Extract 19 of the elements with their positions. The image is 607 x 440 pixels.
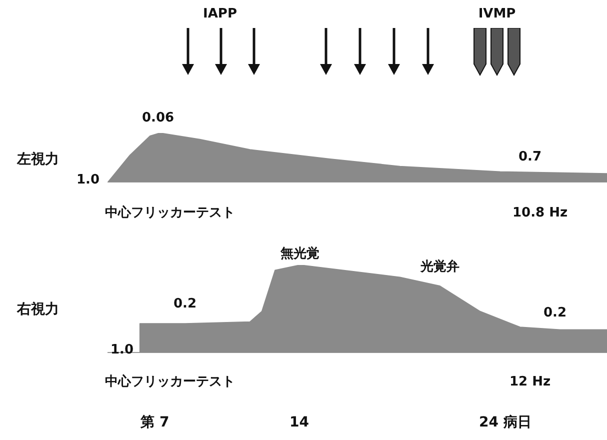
annotation: 0.2: [173, 296, 197, 312]
text: 中心フリッカーテスト: [105, 373, 235, 390]
text: 0.06: [142, 110, 174, 126]
text: 10.8 Hz: [512, 205, 568, 220]
text: 12 Hz: [509, 374, 551, 390]
text: 中心フリッカーテスト: [105, 204, 235, 220]
x-tick-label: 第 7: [140, 414, 170, 431]
y-axis-title: 左視力: [16, 150, 59, 168]
annotation: 1.0: [110, 342, 134, 358]
annotation: 0.2: [543, 305, 567, 320]
text: 無光覚: [280, 245, 320, 262]
text: 1.0: [76, 172, 100, 188]
y-axis-title: 右視力: [16, 300, 59, 318]
x-tick-label: 14: [289, 414, 310, 431]
annotation: 0.7: [518, 149, 542, 164]
annotation: 光覚弁: [420, 258, 460, 274]
text: IAPP: [203, 6, 237, 22]
x-tick-label: 24 病日: [479, 414, 532, 431]
text: IVMP: [478, 6, 516, 22]
